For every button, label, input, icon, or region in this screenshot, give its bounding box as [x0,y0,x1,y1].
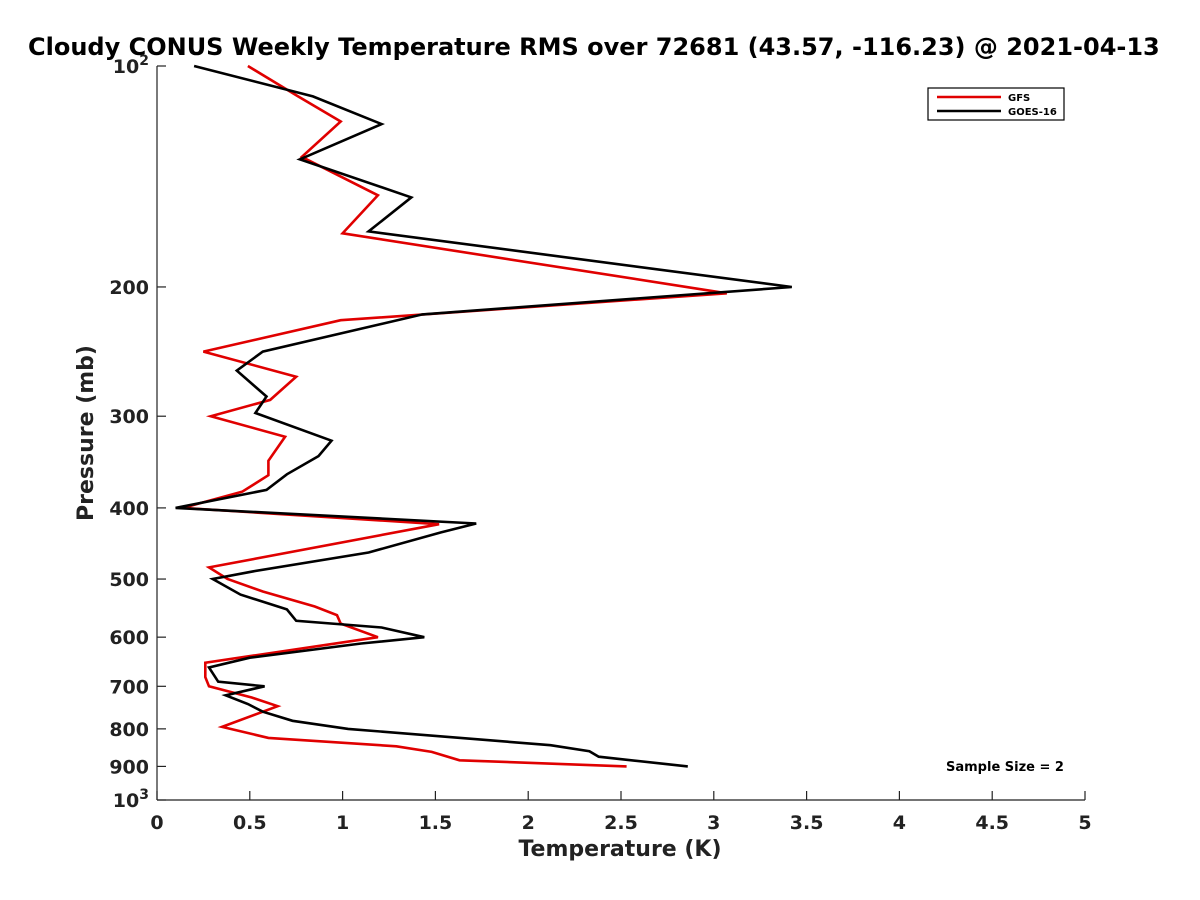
y-tick-label: 700 [109,676,149,698]
y-tick-label: 800 [109,719,149,741]
y-tick-label: 103 [113,787,149,812]
x-tick-label: 1 [336,812,349,834]
legend: GFS GOES-16 [927,87,1065,121]
x-tick-label: 4 [893,812,906,834]
x-tick-label: 4.5 [975,812,1009,834]
x-tick-label: 2 [522,812,535,834]
x-tick-label: 0 [150,812,163,834]
plot-area: 0 0.5 1 1.5 2 2.5 3 3.5 4 4.5 5 102 200 300 400 500 600 7… [109,53,1091,834]
legend-label-gfs: GFS [1008,93,1030,104]
y-tick-label: 200 [109,277,149,299]
y-tick-label: 300 [109,406,149,428]
y-axis-label: Pressure (mb) [74,345,99,521]
x-tick-label: 2.5 [604,812,638,834]
y-tick-exponent: 3 [139,787,149,803]
y-tick-label: 102 [113,53,149,78]
x-tick-label: 1.5 [419,812,453,834]
x-axis-label: Temperature (K) [518,837,721,862]
y-tick-label: 600 [109,627,149,649]
sample-size-annotation: Sample Size = 2 [946,760,1064,775]
chart-title: Cloudy CONUS Weekly Temperature RMS over… [28,33,1160,61]
legend-label-goes-16: GOES-16 [1008,107,1057,118]
y-tick-label: 400 [109,498,149,520]
legend-box [927,87,1065,121]
y-tick-label: 900 [109,756,149,778]
x-tick-label: 3.5 [790,812,824,834]
x-tick-label: 0.5 [233,812,267,834]
x-tick-label: 5 [1078,812,1091,834]
y-tick-label: 500 [109,569,149,591]
y-tick-exponent: 2 [139,53,149,69]
series-line-goes-16 [175,64,792,768]
x-tick-label: 3 [707,812,720,834]
series-line-gfs [182,64,728,768]
